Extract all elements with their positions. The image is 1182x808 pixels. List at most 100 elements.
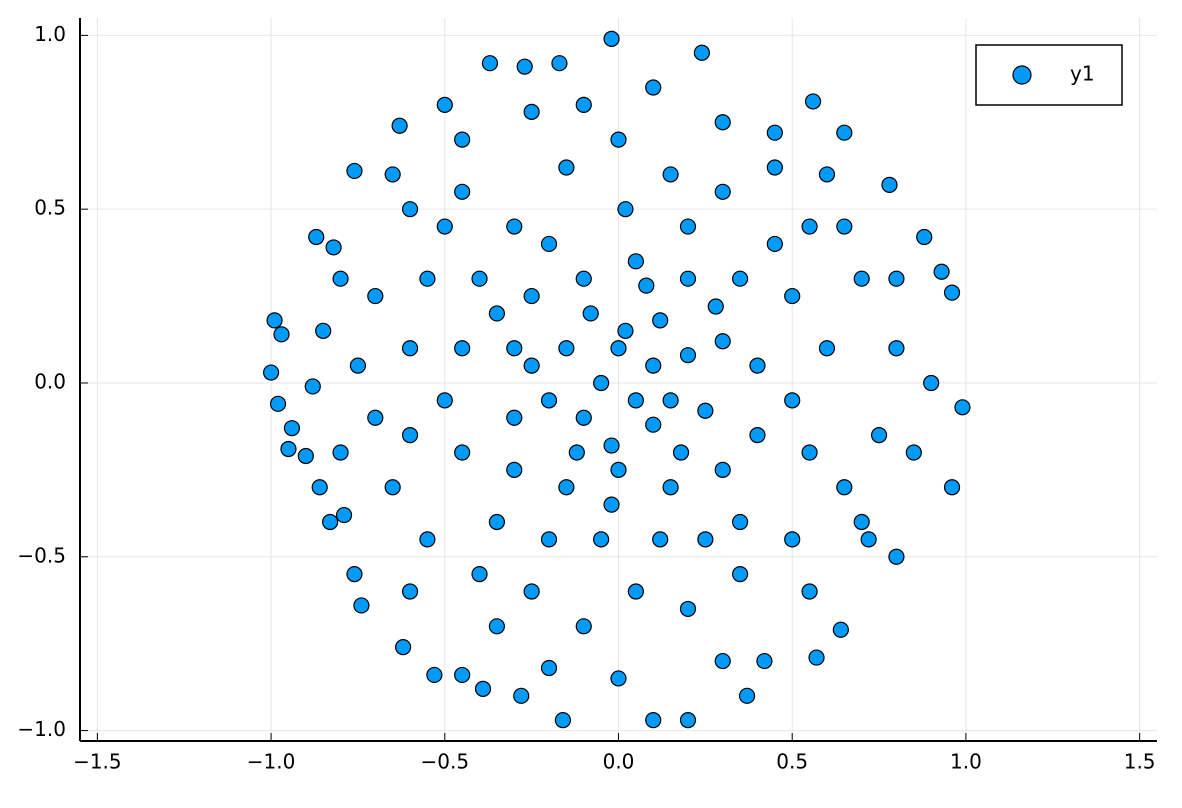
- point: [575, 618, 592, 635]
- y-tick-label: 0.5: [34, 196, 66, 220]
- x-tick-label: 1.5: [1124, 750, 1156, 774]
- point: [818, 340, 836, 357]
- x-tick-label: −0.5: [421, 750, 470, 774]
- point: [523, 103, 540, 120]
- point: [714, 333, 731, 350]
- point: [731, 270, 749, 287]
- point: [645, 416, 662, 433]
- point: [784, 287, 801, 305]
- point: [836, 124, 853, 141]
- point: [679, 218, 697, 235]
- point: [679, 712, 697, 729]
- point: [454, 183, 471, 200]
- point: [933, 263, 950, 280]
- point: [784, 531, 801, 548]
- point: [954, 399, 971, 416]
- point: [506, 461, 523, 478]
- point: [523, 357, 540, 374]
- point: [749, 357, 766, 374]
- point: [575, 270, 592, 287]
- point: [488, 618, 506, 635]
- point: [367, 287, 384, 305]
- point: [349, 357, 367, 374]
- point: [506, 218, 523, 235]
- point: [481, 55, 499, 72]
- point: [738, 687, 756, 704]
- x-tick-label: 1.0: [950, 750, 982, 774]
- point: [870, 427, 888, 444]
- point: [471, 270, 488, 287]
- x-tick-label: 0.0: [603, 750, 635, 774]
- point: [731, 566, 749, 583]
- point: [332, 270, 349, 287]
- point: [860, 531, 877, 548]
- point: [558, 159, 575, 176]
- y-tick-label: 1.0: [34, 22, 66, 46]
- point: [943, 284, 961, 301]
- point: [679, 347, 697, 364]
- point: [617, 322, 634, 339]
- point: [558, 340, 575, 357]
- point: [266, 312, 283, 329]
- point: [943, 479, 961, 496]
- point: [332, 444, 349, 461]
- point: [662, 166, 679, 183]
- point: [419, 531, 436, 548]
- point: [436, 96, 453, 113]
- point: [523, 583, 540, 600]
- point: [881, 176, 898, 193]
- point: [311, 479, 328, 496]
- point: [853, 270, 870, 287]
- point: [454, 444, 471, 461]
- point: [395, 639, 412, 656]
- point: [808, 649, 825, 666]
- point: [693, 44, 710, 61]
- point: [506, 340, 523, 357]
- point: [474, 680, 492, 697]
- point: [610, 131, 627, 148]
- point: [714, 652, 731, 670]
- point: [603, 30, 620, 47]
- point: [540, 235, 558, 253]
- legend-marker: [1012, 65, 1032, 85]
- point: [766, 235, 783, 253]
- point: [554, 712, 572, 729]
- legend-box: [975, 44, 1123, 106]
- point: [575, 409, 592, 426]
- point: [652, 531, 669, 548]
- point: [325, 239, 342, 256]
- point: [603, 437, 620, 454]
- point: [749, 427, 766, 444]
- point: [346, 566, 363, 583]
- point: [804, 93, 822, 110]
- point: [419, 270, 436, 287]
- point: [269, 395, 287, 412]
- point: [645, 712, 662, 729]
- point: [662, 479, 679, 496]
- point: [540, 392, 558, 409]
- x-tick-label: −1.5: [73, 750, 122, 774]
- point: [836, 479, 853, 496]
- point: [638, 277, 655, 294]
- point: [707, 298, 724, 315]
- point: [832, 621, 849, 638]
- point: [401, 583, 419, 600]
- point: [627, 253, 644, 270]
- point: [540, 659, 558, 677]
- point: [513, 687, 530, 704]
- point: [454, 131, 471, 148]
- point: [888, 340, 905, 357]
- point: [888, 548, 905, 565]
- x-tick-label: 0.5: [776, 750, 808, 774]
- point: [454, 666, 471, 684]
- point: [627, 392, 644, 409]
- point: [731, 513, 749, 531]
- point: [346, 162, 363, 180]
- point: [488, 305, 506, 322]
- point: [853, 513, 870, 531]
- point: [471, 566, 488, 583]
- point: [916, 228, 933, 246]
- point: [391, 117, 408, 134]
- point: [353, 597, 370, 614]
- point: [672, 444, 690, 461]
